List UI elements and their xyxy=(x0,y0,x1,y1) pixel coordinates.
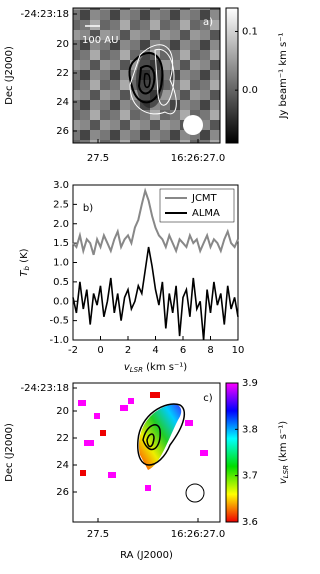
x-tick-label: 16:26:27.0 xyxy=(171,529,225,540)
legend-label: ALMA xyxy=(192,208,220,219)
y-tick-label: 3.0 xyxy=(53,180,69,191)
y-tick-label: 22 xyxy=(56,68,69,79)
x-tick-label: 27.5 xyxy=(87,529,109,540)
x-tick-label: -2 xyxy=(68,345,78,356)
scale-bar-label: 100 AU xyxy=(82,35,118,46)
colorbar-tick-label: 0.0 xyxy=(242,85,258,96)
frame xyxy=(72,7,221,144)
y-tick-label: 2.5 xyxy=(53,199,69,210)
panel-label: b) xyxy=(83,203,93,214)
colorbar-tick-label: 3.6 xyxy=(242,517,258,528)
colorbar-tick-label: 3.9 xyxy=(242,378,258,389)
colorbar-tick-label: 3.8 xyxy=(242,424,258,435)
colorbar-label-symbol: v xyxy=(278,477,289,484)
series-line xyxy=(72,187,239,256)
x-tick-label: 10 xyxy=(232,345,245,356)
y-axis-label-subscript: b xyxy=(23,265,31,270)
y-tick-label: 20 xyxy=(56,406,69,417)
colorbar xyxy=(225,7,239,144)
contour xyxy=(142,424,161,451)
colorbar xyxy=(225,382,239,523)
x-tick-label: 0 xyxy=(97,345,103,356)
y-tick-label: -24:23:18 xyxy=(20,383,69,394)
y-tick-label: 22 xyxy=(56,433,69,444)
contour xyxy=(128,51,164,104)
y-tick-label: 0.0 xyxy=(53,296,69,307)
contour xyxy=(146,433,155,448)
y-tick-label: -1.0 xyxy=(49,335,69,346)
y-tick-label: 1.0 xyxy=(53,258,69,269)
x-axis-label: vLSR (km s⁻¹) xyxy=(124,362,187,374)
colorbar-label: Jy beam⁻¹ km s⁻¹ xyxy=(278,32,289,119)
colorbar-label-subscript: LSR xyxy=(282,465,290,478)
y-tick-label: 26 xyxy=(56,126,69,137)
legend-label: JCMT xyxy=(191,193,218,204)
y-axis-label: Dec (J2000) xyxy=(4,423,15,482)
y-tick-label: -0.5 xyxy=(49,316,69,327)
x-tick-label: 16:26:27.0 xyxy=(171,153,225,164)
colorbar-label: vLSR (km s⁻¹) xyxy=(278,421,290,484)
x-axis-label: RA (J2000) xyxy=(120,550,173,561)
colorbar-label-unit: (km s⁻¹) xyxy=(278,421,289,465)
x-tick-label: 27.5 xyxy=(87,153,109,164)
contour xyxy=(143,72,151,89)
pixels xyxy=(78,392,208,491)
x-tick-label: 8 xyxy=(207,345,213,356)
colorbar-tick-label: 3.7 xyxy=(242,471,258,482)
legend-box xyxy=(159,188,235,223)
frame xyxy=(72,382,221,523)
y-tick-label: 0.5 xyxy=(53,277,69,288)
x-axis-label-unit: (km s⁻¹) xyxy=(143,362,187,373)
colorbar-tick-label: 0.1 xyxy=(242,26,258,37)
y-tick-label: 24 xyxy=(56,97,69,108)
x-axis-label-subscript: LSR xyxy=(130,366,143,374)
x-tick-label: 4 xyxy=(152,345,158,356)
contour xyxy=(129,44,177,115)
panel-label: c) xyxy=(203,393,212,404)
y-axis-label-unit: (K) xyxy=(19,248,30,266)
beam xyxy=(183,115,203,135)
x-axis-label-symbol: v xyxy=(124,362,131,373)
y-axis-label: Dec (J2000) xyxy=(4,46,15,105)
contour xyxy=(137,64,156,95)
y-tick-label: 1.5 xyxy=(53,238,69,249)
x-tick-label: 2 xyxy=(125,345,131,356)
y-tick-label: 26 xyxy=(56,487,69,498)
y-tick-label: 20 xyxy=(56,39,69,50)
contour xyxy=(137,403,186,466)
y-axis-label: Tb (K) xyxy=(19,248,31,276)
x-tick-label: 6 xyxy=(180,345,186,356)
y-tick-label: -24:23:18 xyxy=(20,9,69,20)
contour xyxy=(154,48,175,106)
panel-label: a) xyxy=(203,17,213,28)
series-line xyxy=(72,246,239,341)
y-tick-label: 24 xyxy=(56,460,69,471)
beam xyxy=(185,483,205,503)
y-axis-label-symbol: T xyxy=(19,270,30,277)
y-tick-label: 2.0 xyxy=(53,219,69,230)
